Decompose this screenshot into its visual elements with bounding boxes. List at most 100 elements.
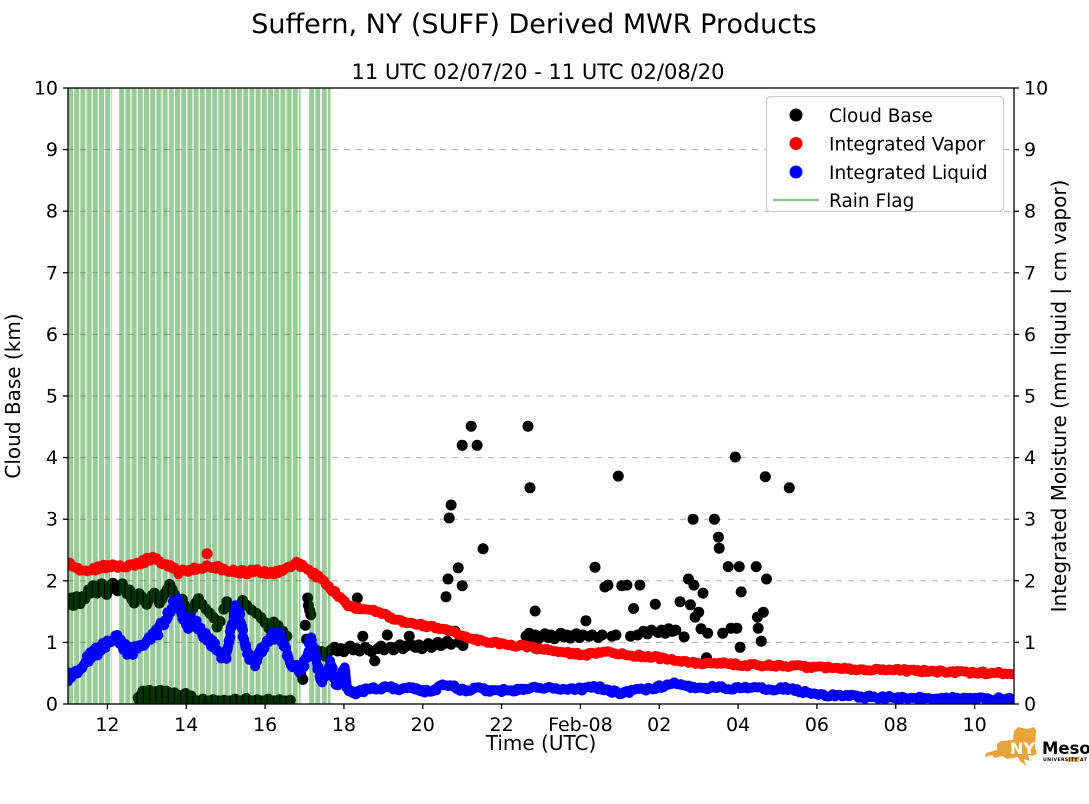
cloud-base-point bbox=[456, 580, 468, 592]
plot-area: 12 14 16 18 20 22 Feb-08 02 04 06 08 100 01 12 23 34 45 5… bbox=[34, 78, 1048, 737]
cloud-base-point bbox=[687, 513, 699, 525]
cloud-base-point bbox=[357, 630, 369, 642]
y-right-tick-label: 6 bbox=[1024, 324, 1036, 346]
chart-title: Suffern, NY (SUFF) Derived MWR Products bbox=[251, 9, 816, 40]
rain-flag-bar bbox=[86, 88, 92, 704]
y-left-tick-label: 9 bbox=[46, 139, 58, 161]
rain-flag-bar bbox=[111, 88, 113, 704]
rain-flag-bar bbox=[74, 88, 80, 704]
cloud-base-point bbox=[124, 584, 135, 596]
rain-flag-bar bbox=[125, 88, 131, 704]
rain-flag-bar bbox=[168, 88, 174, 704]
cloud-base-point bbox=[783, 482, 795, 494]
rain-flag-bar bbox=[144, 88, 149, 704]
rain-flag-bar bbox=[321, 88, 327, 704]
cloud-base-point bbox=[580, 615, 592, 627]
cloud-base-point bbox=[612, 470, 624, 482]
x-tick-label: 14 bbox=[174, 714, 198, 736]
rain-flag-bar bbox=[292, 88, 298, 704]
cloud-base-point bbox=[713, 542, 725, 554]
rain-flag-bar bbox=[187, 88, 193, 704]
cloud-base-point bbox=[755, 635, 767, 647]
integrated-liquid-points-dot bbox=[1006, 695, 1014, 704]
cloud-base-point bbox=[684, 599, 696, 611]
y-left-tick-label: 5 bbox=[46, 386, 58, 408]
cloud-base-point bbox=[670, 624, 682, 636]
cloud-base-point bbox=[621, 579, 633, 591]
y-right-tick-label: 9 bbox=[1024, 139, 1036, 161]
rain-flag-bar bbox=[105, 88, 111, 704]
cloud-base-point bbox=[628, 603, 640, 614]
rain-flag-bar bbox=[268, 88, 273, 704]
chart-subtitle: 11 UTC 02/07/20 - 11 UTC 02/08/20 bbox=[352, 60, 725, 84]
logo-tagline-text: UNIVERSITY AT ALBANY bbox=[1043, 757, 1089, 763]
integrated-liquid-points-dot bbox=[327, 662, 338, 673]
cloud-base-point bbox=[452, 562, 464, 574]
rain-flag-region bbox=[68, 88, 331, 704]
x-tick-label: Feb-08 bbox=[548, 714, 613, 736]
cloud-base-point bbox=[596, 629, 608, 641]
rain-flag-bar bbox=[80, 88, 86, 704]
y-right-tick-label: 2 bbox=[1024, 570, 1036, 592]
x-tick-label: 02 bbox=[647, 714, 671, 736]
y-right-tick-label: 0 bbox=[1024, 694, 1036, 716]
cloud-base-point bbox=[445, 499, 457, 511]
cloud-base-point bbox=[522, 420, 534, 432]
y-left-tick-label: 1 bbox=[46, 632, 58, 654]
cloud-base-point bbox=[722, 561, 734, 573]
y-left-tick-label: 4 bbox=[46, 447, 58, 469]
legend: Cloud Base Integrated Vapor Integrated L… bbox=[765, 95, 1005, 213]
x-tick-label: 08 bbox=[884, 714, 908, 736]
x-tick-label: 04 bbox=[726, 714, 750, 736]
cloud-base-point bbox=[729, 451, 741, 463]
y-right-tick-label: 7 bbox=[1024, 262, 1036, 284]
cloud-base-point bbox=[351, 592, 363, 604]
rain-flag-bar bbox=[237, 88, 242, 704]
y-left-tick-label: 8 bbox=[46, 201, 58, 223]
rain-flag-bar bbox=[99, 88, 104, 704]
integrated-vapor-points-dot bbox=[1006, 669, 1014, 680]
rain-flag-bar bbox=[328, 88, 331, 704]
cloud-base-point bbox=[443, 512, 455, 524]
cloud-base-point bbox=[471, 439, 483, 451]
rain-flag-bar bbox=[181, 88, 187, 704]
cloud-base-point bbox=[440, 591, 452, 603]
cloud-base-point bbox=[759, 471, 771, 483]
rain-flag-bar bbox=[150, 88, 156, 704]
cloud-base-point bbox=[305, 609, 317, 621]
rain-flag-bar bbox=[230, 88, 236, 704]
cloud-base-points bbox=[68, 420, 795, 704]
rain-flag-bar bbox=[131, 88, 137, 704]
nys-mesonet-logo: NYS Mesonet UNIVERSITY AT ALBANY bbox=[985, 727, 1089, 766]
cloud-base-point bbox=[761, 573, 772, 585]
legend-label-integrated-liquid: Integrated Liquid bbox=[829, 163, 988, 184]
logo-mesonet-text: Mesonet bbox=[1042, 739, 1089, 758]
cloud-base-point bbox=[297, 673, 309, 685]
cloud-base-point bbox=[752, 622, 764, 634]
integrated-liquid-points-dot bbox=[238, 625, 248, 636]
y-right-tick-label: 8 bbox=[1024, 201, 1036, 223]
y-right-tick-label: 4 bbox=[1024, 447, 1036, 469]
y-left-tick-label: 0 bbox=[46, 694, 58, 716]
cloud-base-point bbox=[465, 420, 477, 432]
logo-nys-text: NYS bbox=[1010, 739, 1047, 758]
rain-flag-bar bbox=[286, 88, 292, 704]
y-right-axis-label: Integrated Moisture (mm liquid | cm vapo… bbox=[1047, 180, 1071, 613]
y-right-tick-label: 5 bbox=[1024, 386, 1036, 408]
rain-flag-bar bbox=[299, 88, 301, 704]
rain-flag-bar bbox=[309, 88, 315, 704]
cloud-base-point bbox=[214, 616, 226, 627]
cloud-base-point bbox=[693, 606, 705, 618]
rain-flag-bar bbox=[249, 88, 255, 704]
x-tick-label: 12 bbox=[95, 714, 119, 736]
integrated-liquid-points-dot bbox=[314, 663, 324, 674]
legend-label-rain-flag: Rain Flag bbox=[829, 191, 914, 212]
integrated-liquid-points-dot bbox=[299, 661, 310, 672]
cloud-base-point bbox=[299, 619, 311, 631]
cloud-base-point bbox=[589, 561, 601, 573]
cloud-base-point bbox=[456, 439, 468, 451]
rain-flag-bar bbox=[92, 88, 98, 704]
cloud-base-point bbox=[735, 586, 747, 598]
cloud-base-point bbox=[712, 531, 724, 543]
cloud-base-point bbox=[757, 606, 769, 618]
